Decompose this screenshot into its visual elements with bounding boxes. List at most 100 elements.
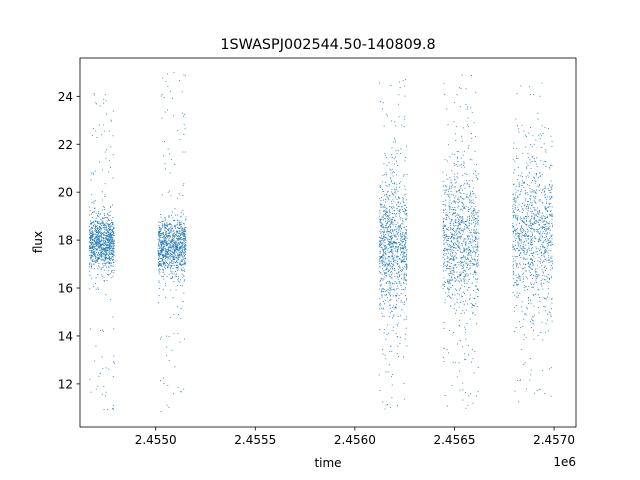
data-point [99, 213, 101, 215]
data-point [446, 193, 448, 195]
data-point [404, 234, 406, 236]
data-point [109, 223, 111, 225]
data-point [167, 148, 169, 150]
data-point [531, 268, 533, 270]
data-point [167, 109, 169, 111]
data-point [533, 191, 535, 193]
data-point [172, 276, 174, 278]
data-point [528, 261, 530, 263]
data-point [460, 279, 462, 281]
data-point [470, 199, 472, 201]
data-point [539, 138, 541, 140]
data-point [182, 238, 184, 240]
data-point [512, 291, 514, 293]
data-point [458, 200, 460, 202]
data-point [103, 207, 105, 209]
data-point [104, 250, 106, 252]
data-point [392, 317, 393, 319]
data-point [95, 242, 97, 244]
data-point [389, 292, 391, 294]
data-point [542, 237, 544, 239]
data-point [94, 234, 96, 236]
data-point [89, 378, 91, 380]
data-point [102, 227, 104, 229]
data-point [392, 283, 394, 285]
data-point [108, 240, 110, 242]
data-point [445, 236, 447, 238]
data-point [444, 193, 446, 195]
data-point [106, 250, 108, 252]
data-point [446, 264, 448, 266]
data-point [109, 241, 111, 243]
data-point [473, 217, 475, 219]
data-point [403, 319, 405, 321]
data-point [398, 244, 400, 246]
data-point [97, 232, 98, 233]
data-point [101, 250, 103, 252]
data-point [383, 228, 385, 230]
data-point [466, 273, 468, 275]
data-point [464, 228, 466, 230]
data-point [474, 272, 476, 274]
data-point [535, 279, 537, 281]
data-point [453, 249, 455, 251]
data-point [176, 235, 178, 236]
data-point [459, 231, 461, 233]
data-point [391, 310, 393, 312]
data-point [445, 292, 447, 294]
data-point [169, 268, 171, 270]
data-point [90, 237, 92, 239]
data-point [382, 216, 384, 218]
data-point [384, 354, 386, 356]
data-point [401, 269, 403, 271]
data-point [381, 242, 383, 244]
data-point [162, 257, 164, 259]
data-point [100, 240, 102, 242]
data-point [400, 206, 402, 208]
data-point [453, 212, 455, 214]
data-point [446, 348, 448, 350]
data-point [380, 256, 382, 257]
data-point [539, 231, 541, 233]
data-point [445, 189, 447, 191]
data-point [111, 252, 112, 254]
data-point [399, 182, 400, 184]
data-point [522, 249, 524, 251]
data-point [91, 222, 93, 224]
data-point [182, 229, 184, 231]
data-point [169, 247, 171, 249]
data-point [384, 294, 386, 296]
data-point [95, 227, 96, 228]
data-point [385, 213, 386, 214]
data-point [540, 175, 542, 177]
data-point [394, 121, 396, 123]
data-point [450, 247, 451, 249]
data-point [378, 82, 380, 84]
data-point [464, 248, 465, 250]
data-point [111, 242, 113, 244]
data-point [451, 384, 453, 386]
data-point [395, 150, 397, 152]
data-point [183, 223, 184, 225]
data-point [403, 252, 405, 254]
data-point [405, 79, 407, 81]
data-point [163, 247, 164, 248]
data-point [460, 87, 462, 89]
data-point [176, 248, 178, 250]
data-point [396, 263, 398, 265]
data-point [530, 144, 532, 146]
data-point [450, 251, 452, 252]
data-point [453, 259, 455, 261]
data-point [168, 234, 170, 236]
data-point [475, 196, 477, 198]
data-point [523, 258, 525, 260]
data-point [547, 330, 549, 332]
data-point [167, 230, 169, 232]
data-point [381, 261, 383, 263]
data-point [512, 159, 514, 161]
data-point [518, 183, 520, 185]
data-point [393, 263, 394, 265]
data-point [99, 234, 101, 236]
data-point [391, 172, 393, 174]
data-point [399, 336, 401, 338]
